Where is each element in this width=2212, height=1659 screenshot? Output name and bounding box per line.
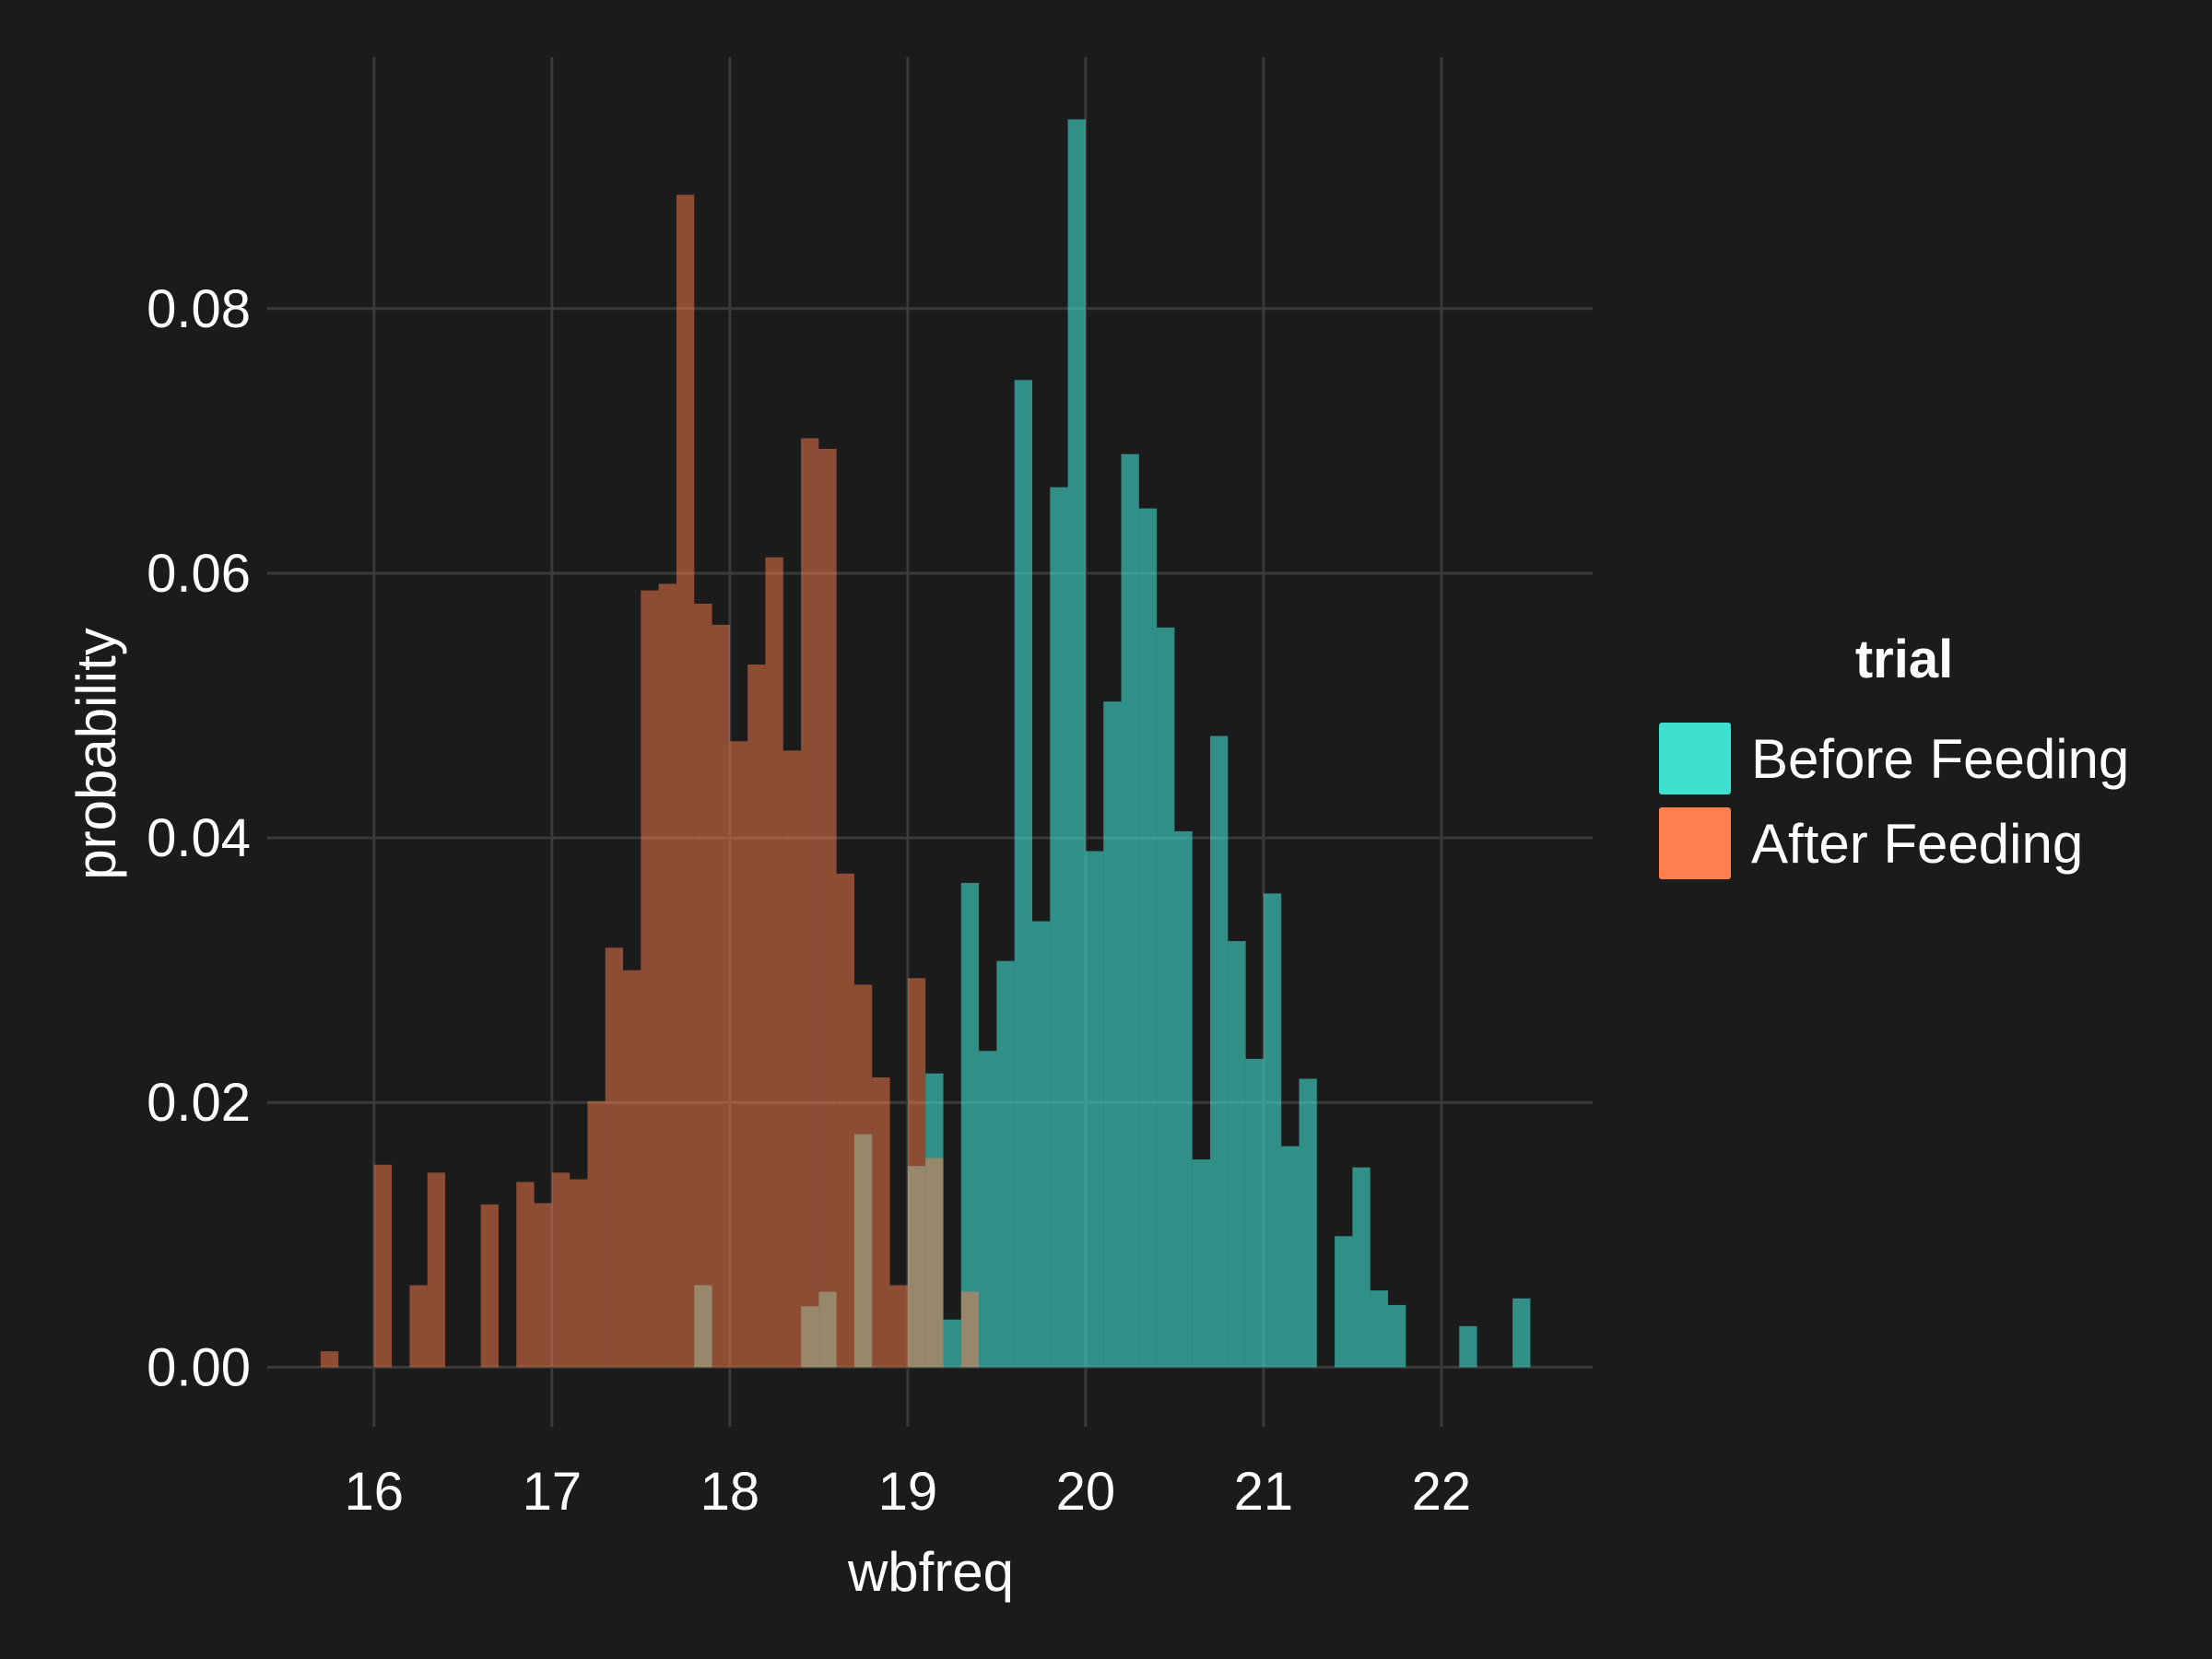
y-axis-ticks: 0.00 0.02 0.04 0.06 0.08 [147, 279, 251, 1398]
bar-after-feeding [658, 583, 677, 1368]
legend-swatch-before-feeding [1659, 723, 1731, 794]
bar-before-feeding [1459, 1325, 1477, 1368]
bar-before-feeding [960, 882, 980, 1368]
bar-after-feeding [605, 947, 624, 1368]
bar-before-feeding [1157, 627, 1175, 1368]
bar-after-feeding [587, 1100, 606, 1368]
bar-after-feeding [960, 1291, 980, 1368]
bar-before-feeding [1335, 1236, 1353, 1368]
bar-after-feeding [889, 1285, 908, 1368]
bar-after-feeding [712, 624, 730, 1368]
bar-after-feeding [729, 741, 748, 1368]
bar-after-feeding [480, 1204, 499, 1368]
x-tick-label: 17 [523, 1462, 582, 1522]
bar-after-feeding [782, 750, 802, 1368]
bar-after-feeding [836, 873, 854, 1368]
x-tick-label: 22 [1412, 1462, 1472, 1522]
x-tick-label: 20 [1056, 1462, 1116, 1522]
legend: trial Before Feeding After Feeding [1659, 629, 2129, 879]
legend-label-before-feeding: Before Feeding [1751, 728, 2129, 790]
bar-after-feeding [409, 1285, 428, 1368]
y-tick-label: 0.04 [147, 808, 251, 868]
bar-after-feeding [641, 590, 659, 1368]
bar-before-feeding [1210, 735, 1229, 1368]
bar-before-feeding [996, 960, 1015, 1368]
bar-before-feeding [1228, 941, 1246, 1368]
bar-after-feeding [765, 557, 783, 1368]
bar-before-feeding [1192, 1159, 1211, 1368]
bar-before-feeding [1245, 1058, 1264, 1368]
bar-before-feeding [1512, 1298, 1531, 1368]
bar-after-feeding [516, 1182, 535, 1368]
bar-before-feeding [1263, 893, 1282, 1368]
bar-after-feeding [872, 1077, 890, 1368]
y-tick-label: 0.06 [147, 544, 251, 604]
y-tick-label: 0.02 [147, 1073, 251, 1133]
bar-before-feeding [1352, 1167, 1371, 1368]
y-tick-label: 0.00 [147, 1337, 251, 1397]
legend-title: trial [1855, 629, 1953, 689]
x-tick-label: 21 [1234, 1462, 1294, 1522]
bar-after-feeding [925, 1158, 944, 1368]
bar-before-feeding [1370, 1290, 1389, 1368]
bar-after-feeding [676, 194, 695, 1368]
bar-before-feeding [943, 1319, 961, 1368]
bar-after-feeding [907, 978, 926, 1368]
bar-before-feeding [1103, 701, 1122, 1368]
legend-label-after-feeding: After Feeding [1751, 813, 2083, 875]
bar-after-feeding [427, 1172, 446, 1368]
bar-after-feeding [801, 438, 819, 1368]
x-axis-ticks: 16 17 18 19 20 21 22 [345, 1462, 1472, 1522]
bar-after-feeding [623, 970, 641, 1368]
bar-after-feeding [320, 1351, 339, 1368]
histogram-bars [320, 119, 1531, 1368]
bar-after-feeding [818, 448, 837, 1368]
bar-after-feeding [694, 603, 712, 1368]
x-axis-title: wbfreq [847, 1541, 1014, 1603]
bar-before-feeding [1174, 830, 1193, 1368]
bar-before-feeding [1085, 851, 1104, 1368]
bar-after-feeding [551, 1172, 571, 1368]
bar-before-feeding [1121, 453, 1139, 1368]
x-tick-label: 19 [878, 1462, 938, 1522]
bar-after-feeding [747, 665, 766, 1368]
y-axis-title: probability [65, 628, 127, 880]
bar-before-feeding [1138, 508, 1158, 1368]
bar-after-feeding [373, 1164, 393, 1368]
bar-after-feeding [570, 1179, 588, 1368]
y-tick-label: 0.08 [147, 279, 251, 339]
bar-before-feeding [1014, 380, 1032, 1368]
bar-before-feeding [1050, 487, 1068, 1368]
bar-after-feeding [853, 984, 873, 1368]
bar-after-feeding [534, 1203, 552, 1368]
legend-swatch-after-feeding [1659, 807, 1731, 879]
x-tick-label: 18 [700, 1462, 760, 1522]
bar-before-feeding [1031, 921, 1051, 1368]
bar-before-feeding [1388, 1304, 1406, 1368]
x-tick-label: 16 [345, 1462, 405, 1522]
bar-before-feeding [979, 1051, 997, 1368]
bar-before-feeding [1281, 1146, 1300, 1368]
bar-before-feeding [1299, 1078, 1317, 1368]
bar-before-feeding [1067, 119, 1086, 1368]
